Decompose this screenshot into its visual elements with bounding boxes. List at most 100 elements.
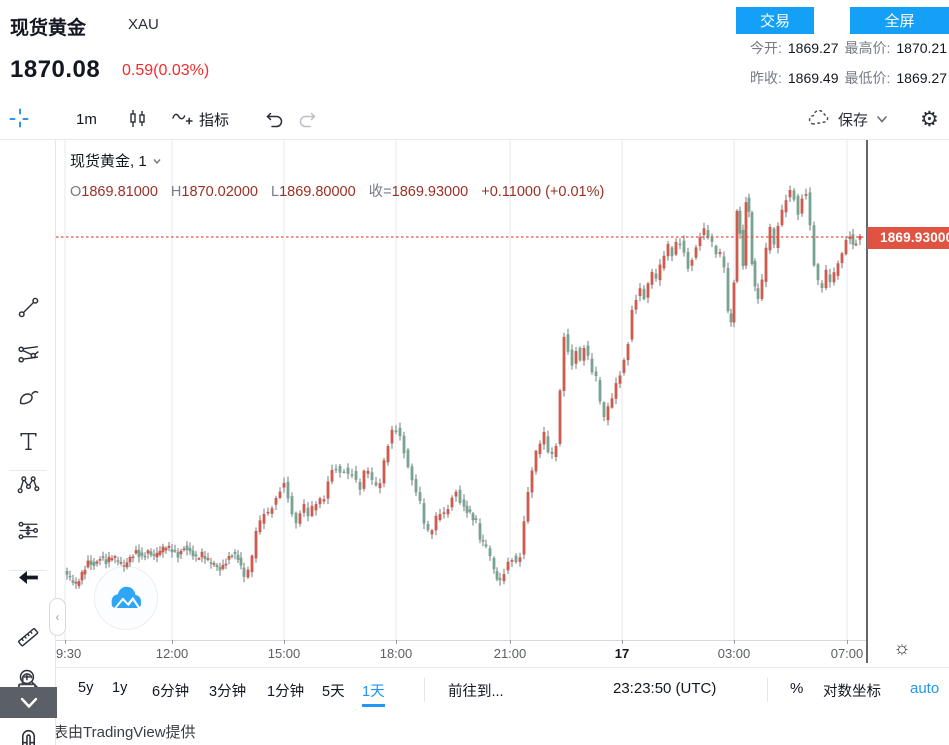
x-axis-tick [622,640,623,644]
undo-button[interactable] [262,98,286,140]
indicator-wave-icon [170,107,196,131]
legend-ohlc-row: O1869.81000 H1870.02000 L1869.80000 收=1869.… [70,180,604,201]
x-axis-label: 18:00 [379,646,413,661]
chart-legend: 现货黄金, 1 O1869.81000 H1870.02000 L1869.8000… [70,150,604,201]
ruler-tool-button[interactable] [14,623,42,651]
range-button-1分钟[interactable]: 1分钟 [267,684,305,700]
x-axis-label: 12:00 [155,646,189,661]
session-stats: 今开: 1869.27 最高价: 1870.21 昨收: 1869.49 最低价: 1869.… [717,40,947,100]
tradingview-attribution: 图表由TradingView提供 [38,724,196,741]
settings-button[interactable]: ⚙ [920,98,939,140]
axis-settings-button[interactable]: ☼ [890,636,914,662]
redo-icon [296,107,320,131]
range-button-1天[interactable]: 1天 [362,680,385,707]
chevron-left-icon: ‹ [55,610,60,624]
sun-icon: ☼ [893,638,911,659]
goto-date-button[interactable]: 前往到... [448,684,504,700]
x-axis-label: 21:00 [493,646,527,661]
log-scale-button[interactable]: 对数坐标 [823,684,881,700]
percent-scale-button[interactable]: % [790,680,804,697]
crosshair-button[interactable] [8,98,32,140]
legend-series-title[interactable]: 现货黄金, 1 [70,153,147,170]
brush-icon [16,386,41,411]
grid-lines [64,140,848,640]
save-dropdown-button[interactable] [874,98,890,140]
bottom-divider [767,678,768,702]
indicators-button[interactable]: 指标 [170,98,229,140]
x-axis-tick [65,640,66,644]
current-price: 1870.08 [10,56,101,83]
stat-label: 最低价: [844,70,891,86]
legend-interval-chevron-icon[interactable] [151,155,163,167]
symbol-code: XAU [128,16,159,33]
magnet-tool-button[interactable] [14,724,42,745]
forecast-tool-button[interactable] [14,516,42,544]
price-axis-separator[interactable] [866,140,868,663]
trend-line-tool-button[interactable] [14,293,42,321]
xabcd-pattern-tool-button[interactable] [14,470,42,498]
range-button-5y[interactable]: 5y [78,680,94,696]
save-label: 保存 [838,111,869,129]
range-button-5天[interactable]: 5天 [322,684,345,700]
auto-scale-button[interactable]: auto [910,680,940,697]
x-axis-tick [847,640,848,644]
x-axis-tick [510,640,511,644]
xabcd-pattern-icon [16,472,41,497]
magnet-icon [16,726,41,745]
gear-icon: ⚙ [920,107,939,131]
scroll-down-button[interactable] [0,687,57,718]
legend-change: +0.11000 (+0.01%) [481,184,605,200]
stat-value: 1869.27 [896,70,947,86]
chevron-down-white-icon [19,696,39,710]
tradingview-logo-icon [106,581,146,615]
x-axis-label: 15:00 [267,646,301,661]
legend-ohlc-item: L1869.80000 [270,184,356,200]
legend-ohlc-item: 收=1869.93000 [368,184,469,200]
brush-tool-button[interactable] [14,384,42,412]
stat-value: 1870.21 [896,40,947,56]
arrow-back-icon [16,565,41,590]
fib-retracement-tool-button[interactable] [14,340,42,368]
legend-ohlc-item: O1869.81000 [70,184,158,200]
range-button-1y[interactable]: 1y [112,680,128,696]
fib-retracement-icon [16,342,41,367]
tradingview-watermark [94,566,158,630]
sidebar-collapse-button[interactable]: ‹ [49,598,66,636]
cloud-icon [806,107,833,131]
clock-utc[interactable]: 23:23:50 (UTC) [613,680,717,697]
candlestick-chart[interactable] [56,140,866,641]
last-price-tag: 1869.93000 [867,227,949,249]
fullscreen-button[interactable]: 全屏 [850,7,949,34]
x-axis-tick [172,640,173,644]
arrow-back-tool-button[interactable] [14,563,42,591]
trend-line-icon [16,295,41,320]
forecast-icon [16,518,41,543]
x-axis-tick [734,640,735,644]
redo-button[interactable] [296,98,320,140]
range-button-3分钟[interactable]: 3分钟 [209,684,247,700]
chart-style-button[interactable] [126,98,150,140]
stat-label: 今开: [750,40,782,56]
interval-button[interactable]: 1m [76,110,97,128]
text-tool-button[interactable] [14,427,42,455]
x-axis-label: 07:00 [830,646,864,661]
bottom-divider [424,678,425,702]
range-button-6分钟[interactable]: 6分钟 [152,684,190,700]
stat-label: 昨收: [750,70,782,86]
stat-value: 1869.49 [787,70,839,86]
bottom-toolbar: 5y 1y 6分钟 3分钟 1分钟 5天 1天 前往到... 23:23:50 (UTC) … [0,667,949,711]
sidebar-divider [9,470,47,471]
time-axis-line[interactable] [56,640,866,641]
drawing-tools-sidebar [0,140,56,745]
stat-value: 1869.27 [787,40,839,56]
x-axis-label: 09:30 [48,646,82,661]
sidebar-divider [9,570,47,571]
save-button[interactable]: 保存 [806,98,868,140]
ruler-icon [15,624,41,650]
legend-ohlc-item: H1870.02000 [170,184,258,200]
stats-row: 昨收: 1869.49 最低价: 1869.27 [717,70,947,87]
stat-label: 最高价: [844,40,891,56]
candlestick-style-icon [126,107,150,131]
trade-button[interactable]: 交易 [736,7,814,34]
